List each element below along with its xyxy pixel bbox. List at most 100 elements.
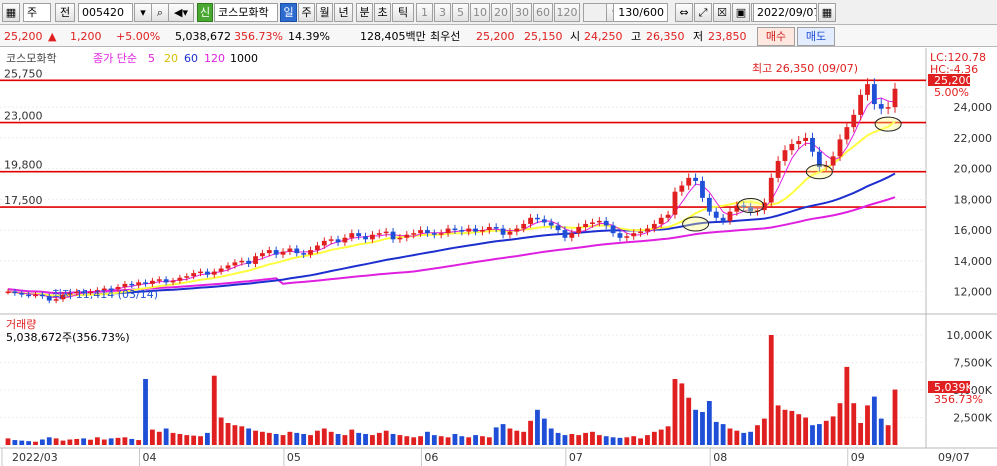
volume-bar (308, 435, 313, 445)
turnover: 14.39% (288, 30, 330, 43)
vol-last-tag (928, 381, 970, 393)
scroll-icon[interactable]: ⇔ (675, 3, 693, 22)
volume-bar (67, 439, 73, 445)
candle-body (713, 211, 719, 218)
volume-bar (521, 431, 527, 445)
candle-body (232, 262, 238, 266)
volume-bar (301, 434, 307, 445)
legend-ma5: 5 (148, 52, 155, 65)
volume-bar (603, 436, 609, 445)
chart-type-icon[interactable]: ▦ (2, 3, 20, 22)
volume-bar (390, 434, 396, 445)
volume-bar (81, 438, 87, 445)
volume-bar (755, 425, 760, 445)
prev-button[interactable]: 전 (55, 3, 75, 22)
period-tab-tick[interactable]: 틱 (392, 3, 414, 22)
candle-body (342, 237, 348, 243)
period-tab-month[interactable]: 월 (316, 3, 333, 22)
zoom-icon[interactable]: ⤢ (694, 3, 712, 22)
candle-body (328, 239, 334, 241)
support-line-label: 19,800 (4, 159, 43, 172)
x-tick-label: 08 (713, 451, 727, 464)
candle-body (204, 271, 210, 275)
volume-bar (445, 437, 451, 445)
count-input[interactable]: 130/600 (613, 3, 668, 22)
chevron-down-icon[interactable]: ▾ (134, 3, 152, 22)
up-arrow-icon: ▲ (48, 30, 57, 43)
candle-body (315, 245, 320, 251)
stock-chart[interactable]: 25,750 23,000 19,800 17,500 24,000 22,000 20,… (0, 48, 997, 466)
candle-body (473, 228, 478, 232)
candle-body (583, 223, 588, 228)
volume-bar (535, 409, 540, 445)
candle-body (851, 114, 857, 128)
stock-code-input[interactable]: 005420 (78, 3, 133, 22)
search-icon[interactable]: ⌕ (151, 3, 169, 22)
volume-bar (486, 437, 492, 445)
period-tab-day[interactable]: 일 (280, 3, 297, 22)
sell-button[interactable]: 매도 (797, 27, 835, 46)
last-price-label: 25,200 (934, 74, 973, 87)
candle-body (768, 177, 774, 203)
volume-bar (562, 435, 568, 445)
candle-body (239, 260, 245, 263)
price-change: 1,200 (70, 30, 102, 43)
interval-5[interactable]: 5 (452, 3, 469, 22)
save-icon[interactable]: ▣ (732, 3, 750, 22)
volume-bar (672, 379, 678, 445)
period-tab-minute[interactable]: 분 (356, 3, 373, 22)
candle-body (438, 233, 444, 235)
x-tick-label: 09/07 (938, 451, 970, 464)
interval-30[interactable]: 30 (512, 3, 532, 22)
candle-body (335, 239, 341, 243)
volume-bar (700, 412, 705, 445)
period-tab-year[interactable]: 년 (334, 3, 353, 22)
calendar-icon[interactable]: ▦ (818, 3, 836, 22)
candle-body (81, 291, 87, 294)
high-annotation: 최고 26,350 (09/07) (752, 62, 858, 75)
candle-body (26, 294, 32, 297)
support-line-label: 25,750 (4, 67, 43, 80)
speaker-icon[interactable]: ◀▾ (168, 3, 194, 22)
interval-10[interactable]: 10 (470, 3, 490, 22)
volume-bar (363, 434, 368, 445)
interval-20[interactable]: 20 (491, 3, 511, 22)
candle-body (225, 265, 231, 269)
new-badge: 신 (197, 3, 213, 22)
period-tab-week[interactable]: 주 (298, 3, 315, 22)
volume-bar (136, 440, 142, 445)
interval-dropdown[interactable] (583, 3, 607, 22)
low-label: 저 (693, 30, 704, 43)
interval-3[interactable]: 3 (434, 3, 451, 22)
volume-bar (865, 405, 870, 445)
volume-bar (810, 425, 815, 445)
interval-1[interactable]: 1 (416, 3, 433, 22)
candle-body (115, 286, 121, 290)
interval-120[interactable]: 120 (554, 3, 580, 22)
volume-bar (610, 437, 616, 445)
volume-bar (789, 410, 795, 445)
candle-body (651, 223, 657, 229)
candle-body (569, 233, 575, 238)
candle-body (761, 202, 767, 211)
volume-bar (871, 396, 877, 445)
market-select[interactable]: 주 (23, 3, 51, 22)
candle-body (700, 180, 705, 198)
interval-60[interactable]: 60 (533, 3, 553, 22)
volume-bar (349, 429, 355, 445)
price-tick-label: 18,000 (954, 193, 993, 206)
date-input[interactable]: 2022/09/07 (753, 3, 817, 22)
buy-button[interactable]: 매수 (757, 27, 795, 46)
candle-body (397, 237, 403, 240)
volume-bar (342, 435, 348, 445)
ma120-line (7, 196, 896, 295)
checkbox-icon[interactable]: ☒ (713, 3, 731, 22)
volume-bar (727, 428, 733, 445)
volume-bar (816, 424, 822, 445)
volume-bar (204, 432, 210, 445)
lc-label: LC:120.78 (930, 51, 986, 64)
period-tab-second[interactable]: 초 (374, 3, 391, 22)
volume-bar (404, 436, 410, 445)
candle-body (273, 250, 279, 255)
volume-bar (225, 423, 231, 445)
